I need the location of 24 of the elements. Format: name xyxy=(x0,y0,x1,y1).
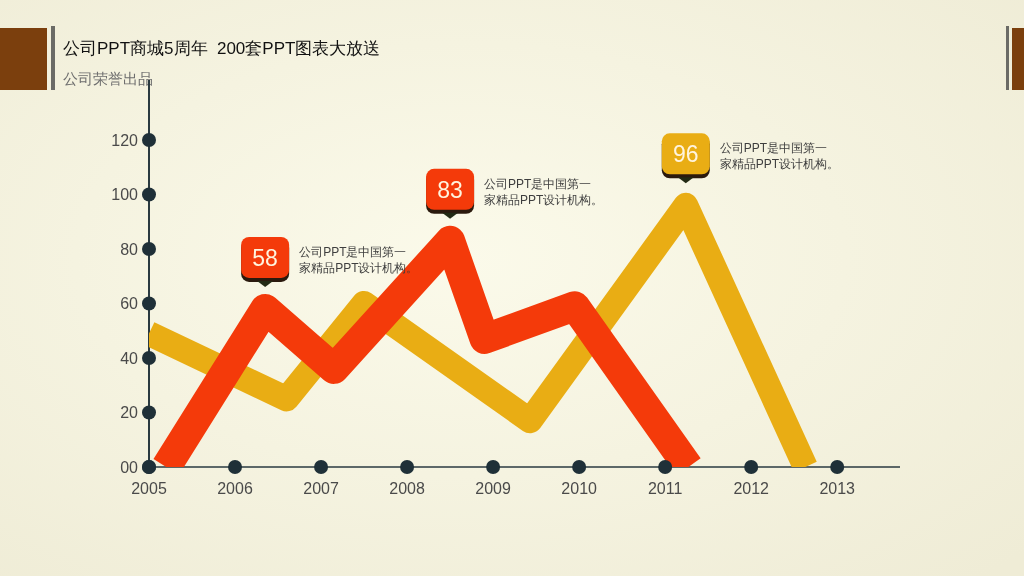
y-tick-label: 20 xyxy=(120,404,139,422)
x-tick-label: 2005 xyxy=(131,480,167,497)
chart-subtitle: 公司荣誉出品 xyxy=(63,70,153,87)
y-tick-label: 40 xyxy=(120,349,139,367)
y-tick-label: 120 xyxy=(111,131,139,149)
x-tick-label: 2009 xyxy=(475,480,511,497)
x-tick-label: 2010 xyxy=(561,480,598,497)
x-tick-label: 2011 xyxy=(647,480,683,497)
y-tick-label: 00 xyxy=(120,459,139,476)
data-label: 83 xyxy=(437,176,463,203)
y-tick-label: 100 xyxy=(111,186,139,204)
chart-title: 公司PPT商城5周年 200套PPT图表大放送 xyxy=(63,39,381,58)
y-tick-label: 60 xyxy=(120,295,139,313)
annotation: 公司PPT是中国第一家精品PPT设计机构。 xyxy=(719,140,840,173)
data-label: 96 xyxy=(673,141,699,168)
data-label: 58 xyxy=(252,244,278,271)
x-tick-label: 2013 xyxy=(819,480,856,497)
x-tick-label: 2006 xyxy=(217,480,253,497)
x-tick-label: 2008 xyxy=(389,480,425,497)
x-tick-label: 2007 xyxy=(303,480,339,497)
annotation: 公司PPT是中国第一家精品PPT设计机构。 xyxy=(299,243,419,276)
annotation: 公司PPT是中国第一家精品PPT设计机构。 xyxy=(484,175,604,208)
x-tick-label: 2012 xyxy=(733,480,770,497)
y-tick-label: 80 xyxy=(120,240,139,258)
